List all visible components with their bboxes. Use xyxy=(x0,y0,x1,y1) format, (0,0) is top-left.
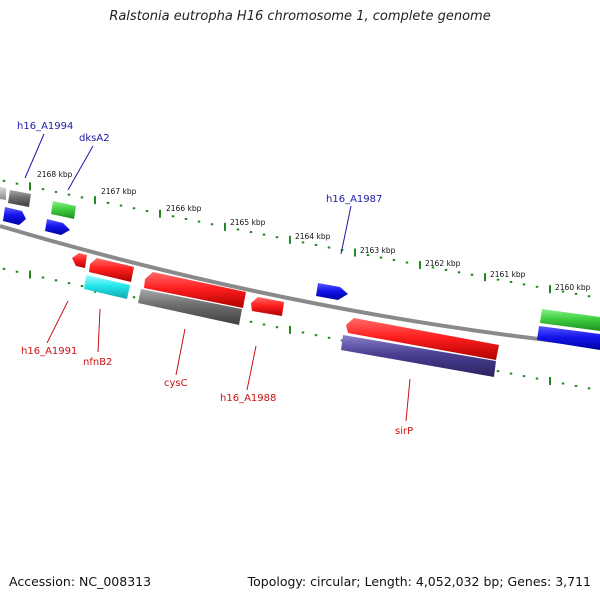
label-nfnB2[interactable]: nfnB2 xyxy=(83,357,112,368)
reverse-strand-genes xyxy=(72,253,499,377)
gene-green-right[interactable] xyxy=(540,309,600,331)
gene-red-3[interactable] xyxy=(144,272,246,308)
label-dksA2[interactable]: dksA2 xyxy=(79,133,110,144)
leader-h16-A1987 xyxy=(340,205,352,255)
kbp-label-2168: 2168 kbp xyxy=(37,170,73,179)
gene-labels: h16_A1994 dksA2 h16_A1987 h16_A1991 nfnB… xyxy=(17,121,413,437)
kbp-label-2167: 2167 kbp xyxy=(101,187,137,196)
leader-nfnB2 xyxy=(97,308,101,353)
kbp-label-2163: 2163 kbp xyxy=(360,246,396,255)
kbp-ruler-forward xyxy=(2,179,591,298)
leader-sirP xyxy=(405,378,411,422)
gene-red-sirP-upper[interactable] xyxy=(346,318,499,360)
leader-h16-A1988 xyxy=(246,345,257,391)
gene-dksA2[interactable] xyxy=(51,201,76,219)
label-h16-A1994[interactable]: h16_A1994 xyxy=(17,121,73,132)
label-h16-A1988[interactable]: h16_A1988 xyxy=(220,393,276,404)
leader-h16-A1991 xyxy=(46,300,69,344)
label-h16-A1991[interactable]: h16_A1991 xyxy=(21,346,77,357)
label-h16-A1987[interactable]: h16_A1987 xyxy=(326,194,382,205)
gene-blue-2[interactable] xyxy=(45,219,70,235)
leader-h16-A1994 xyxy=(24,133,45,179)
label-cysC[interactable]: cysC xyxy=(164,378,188,389)
kbp-label-2164: 2164 kbp xyxy=(295,232,331,241)
kbp-label-2165: 2165 kbp xyxy=(230,218,266,227)
kbp-label-2162: 2162 kbp xyxy=(425,259,461,268)
gene-sirP[interactable] xyxy=(341,335,496,377)
accession-text: Accession: NC_008313 xyxy=(9,574,152,589)
kbp-label-2166: 2166 kbp xyxy=(166,204,202,213)
forward-strand-genes xyxy=(0,187,600,350)
genome-summary-text: Topology: circular; Length: 4,052,032 bp… xyxy=(247,574,591,589)
gene-gray-left-edge[interactable] xyxy=(0,187,6,200)
kbp-label-2161: 2161 kbp xyxy=(490,270,526,279)
gene-nfnB2[interactable] xyxy=(84,275,130,299)
kbp-labels: 2168 kbp 2167 kbp 2166 kbp 2165 kbp 2164… xyxy=(37,170,591,292)
gene-h16-A1987[interactable] xyxy=(316,283,348,300)
leader-cysC xyxy=(175,328,186,376)
label-leaders xyxy=(24,133,411,422)
label-sirP[interactable]: sirP xyxy=(395,426,413,437)
kbp-label-2160: 2160 kbp xyxy=(555,283,591,292)
chromosome-backbone xyxy=(0,224,600,348)
gene-red-2[interactable] xyxy=(89,258,134,282)
gene-h16-A1991[interactable] xyxy=(72,253,87,268)
gene-h16-A1994[interactable] xyxy=(8,190,31,207)
gene-cysC[interactable] xyxy=(138,289,242,325)
gene-blue-left[interactable] xyxy=(3,207,26,225)
gene-blue-right[interactable] xyxy=(537,326,600,350)
map-title: Ralstonia eutropha H16 chromosome 1, com… xyxy=(109,9,491,24)
gene-h16-A1988[interactable] xyxy=(251,297,284,316)
leader-dksA2 xyxy=(67,145,94,191)
